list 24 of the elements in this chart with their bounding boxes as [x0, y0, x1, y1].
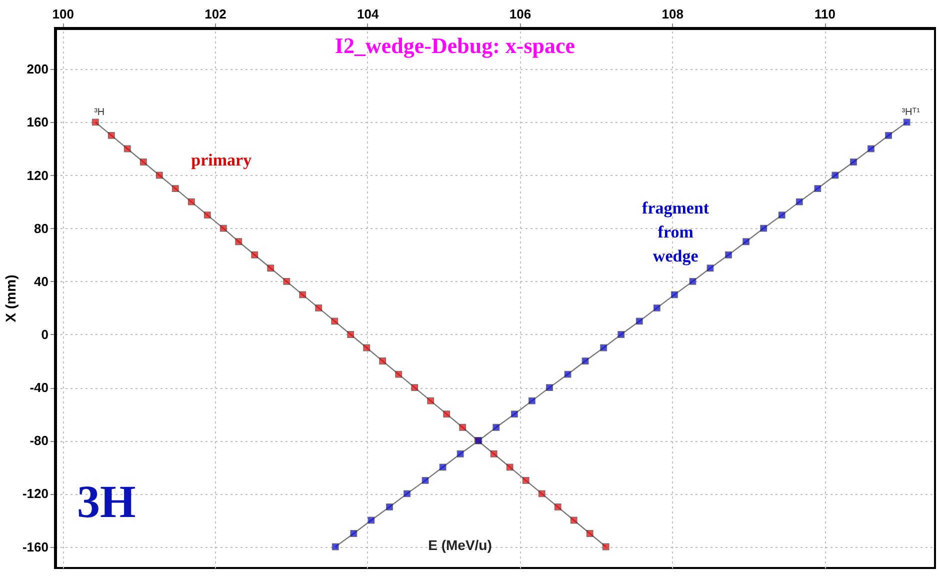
series-label: primary: [191, 150, 252, 170]
y-tick-label: 0: [41, 326, 48, 342]
annotation: ³Hᵀ¹: [902, 107, 921, 118]
x-axis-title: E (MeV/u): [428, 537, 492, 553]
chart-title: I2_wedge-Debug: x-space: [334, 33, 576, 58]
x-tick-label: 100: [52, 6, 74, 22]
y-tick-label: 120: [26, 168, 48, 183]
y-tick-label: -160: [22, 539, 48, 554]
x-tick-label: 110: [814, 6, 836, 22]
series-label: fragment from wedge: [642, 198, 710, 266]
x-tick-label: 102: [204, 6, 226, 22]
y-tick-label: 40: [34, 274, 48, 289]
x-tick-label: 104: [357, 6, 380, 22]
y-tick-label: 160: [26, 114, 48, 130]
y-tick-label: 80: [34, 220, 48, 236]
y-tick-label: -120: [22, 486, 48, 502]
x-tick-label: 106: [509, 6, 532, 22]
x-tick-label: 108: [662, 6, 684, 22]
y-tick-label: -40: [30, 380, 48, 396]
y-tick-label: -80: [30, 433, 48, 448]
y-tick-label: 200: [26, 62, 48, 77]
annotation: ³H: [94, 107, 105, 118]
annotation: 3H: [77, 476, 136, 527]
y-axis-title: X (mm): [2, 274, 18, 322]
